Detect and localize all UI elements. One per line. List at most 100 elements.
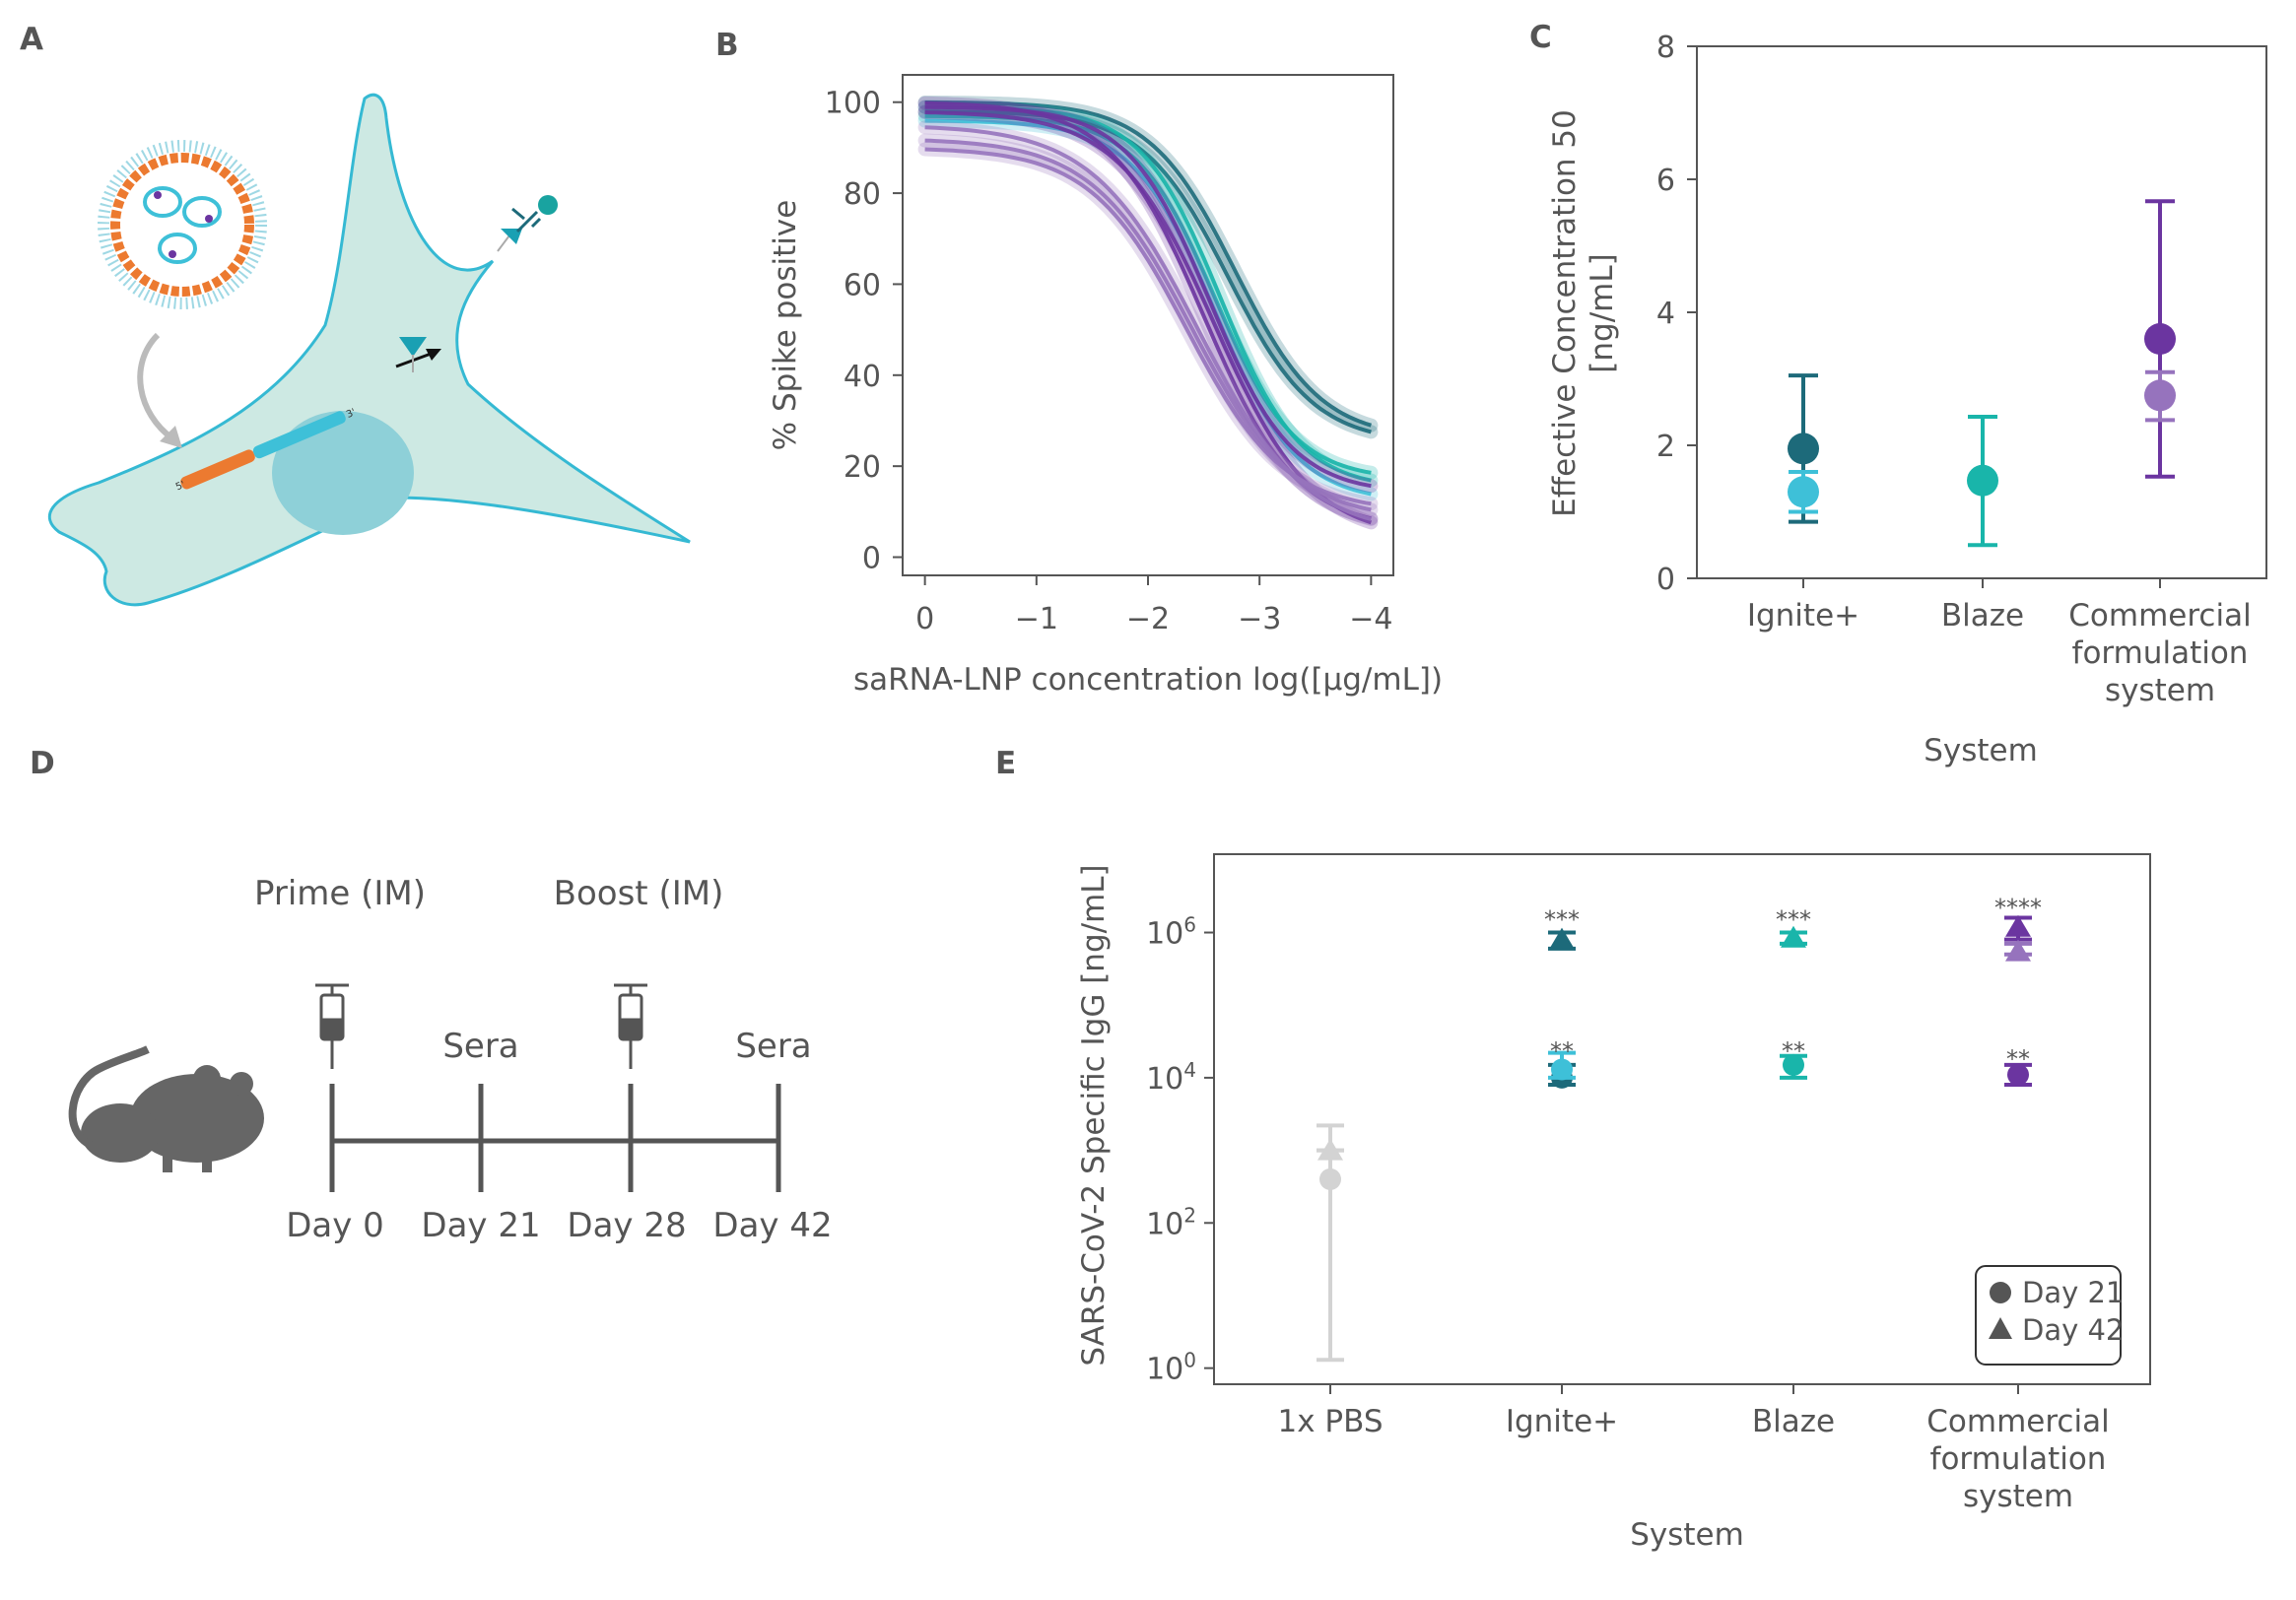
cell-illustration: 5' 3': [47, 93, 691, 607]
chart-b: 0 −1 −2 −3 −4 0 20 40 60 80 100 saRNA-LNP concentr…: [768, 74, 1443, 698]
chart-b-y-tick-label: 0: [862, 542, 881, 576]
chart-b-y-tick-label: 60: [844, 268, 881, 302]
chart-e-y-tick-label: 100: [1146, 1349, 1196, 1387]
chart-b-curve: [924, 109, 1372, 434]
chart-b-x-tick-label: 0: [915, 602, 934, 636]
chart-e-point-day21: [1551, 1058, 1573, 1081]
chart-c-x-label: System: [1924, 733, 2038, 768]
chart-e-x-label: System: [1630, 1517, 1744, 1553]
chart-b-x-tick-label: −4: [1349, 602, 1392, 636]
chart-e-y-tick-label: 104: [1146, 1058, 1196, 1097]
svg-text:5': 5': [174, 480, 187, 494]
chart-c-y-tick-label: 4: [1656, 297, 1675, 331]
chart-e-category-label: system: [1963, 1479, 2073, 1514]
chart-c-points: [1788, 199, 2176, 548]
chart-e-points: [1317, 914, 2032, 1363]
chart-c-point: [1788, 433, 1819, 465]
chart-e-point-day42: [1549, 927, 1575, 950]
chart-e-y-label: SARS-CoV-2 Specific IgG [ng/mL]: [1076, 864, 1112, 1366]
chart-e-legend: Day 21 Day 42: [1975, 1265, 2124, 1366]
chart-e-significance-label: **: [1550, 1037, 1574, 1065]
chart-e-category-label: Blaze: [1752, 1404, 1835, 1439]
antibody-icon: [497, 195, 558, 252]
panel-letter-a: A: [20, 22, 43, 57]
chart-c: 0 2 4 6 8 Ignite+ Blaze Commercialformulationsy…: [1547, 31, 2267, 768]
chart-b-curve: [924, 125, 1372, 521]
boost-label: Boost (IM): [554, 874, 724, 913]
chart-e-point-day42: [2005, 939, 2031, 962]
syringe-icon: [315, 983, 349, 1069]
chart-e-category-label: formulation: [1930, 1441, 2107, 1477]
chart-c-point: [2144, 379, 2176, 412]
chart-e-point-day42: [1781, 925, 1806, 948]
chart-b-y-label: % Spike positive: [768, 200, 803, 451]
spike-protein-icon: [399, 337, 427, 357]
legend-circle-marker: [1990, 1282, 2011, 1303]
uptake-arrowhead: [160, 426, 182, 448]
chart-b-curves: [917, 96, 1379, 530]
chart-b-axes: 0 −1 −2 −3 −4 0 20 40 60 80 100: [825, 87, 1393, 636]
legend-label-day21: Day 21: [2022, 1276, 2124, 1309]
legend-label-day42: Day 42: [2022, 1313, 2124, 1347]
chart-b-y-tick-label: 20: [844, 450, 881, 485]
legend-triangle-marker: [1989, 1317, 2012, 1339]
mouse-icon: [68, 1045, 264, 1172]
chart-b-curve: [924, 118, 1372, 497]
chart-c-y-label-line2: [ng/mL]: [1585, 253, 1620, 372]
chart-e-point-day42: [1317, 1138, 1343, 1161]
timeline: Prime (IM) Boost (IM) Sera Sera Day 0 Da…: [68, 874, 833, 1245]
chart-c-category-label: system: [2105, 673, 2215, 708]
chart-e-point-day21: [1783, 1053, 1804, 1076]
day-label: Day 21: [421, 1206, 540, 1245]
chart-e-point-day21: [2007, 1063, 2029, 1086]
sera-label-day21: Sera: [442, 1027, 518, 1066]
chart-b-x-tick-label: −1: [1015, 602, 1058, 636]
chart-b-curve: [924, 100, 1373, 428]
chart-c-y-tick-label: 0: [1656, 563, 1675, 597]
chart-c-axes: 0 2 4 6 8 Ignite+ Blaze Commercialformulationsy…: [1656, 31, 2252, 708]
sera-label-day42: Sera: [735, 1027, 811, 1066]
chart-e-point-day42: [2005, 914, 2031, 937]
chart-c-category-label: Blaze: [1941, 598, 2024, 633]
chart-e-y-tick-label: 106: [1146, 913, 1196, 952]
chart-b-x-tick-label: −2: [1126, 602, 1170, 636]
chart-e-significance-label: **: [1782, 1037, 1805, 1065]
chart-e-axes: 100 102 104 106 1x PBS Ignite+ Blaze Commercial…: [1146, 913, 2110, 1514]
chart-e-category-label: Ignite+: [1506, 1404, 1618, 1439]
chart-c-y-tick-label: 2: [1656, 430, 1675, 464]
chart-c-point: [1967, 464, 1998, 497]
chart-b-y-tick-label: 100: [825, 87, 881, 121]
chart-b-y-tick-label: 40: [844, 360, 881, 394]
chart-e-category-label: 1x PBS: [1277, 1404, 1383, 1439]
panel-letter-e: E: [995, 746, 1016, 781]
chart-b-y-tick-label: 80: [844, 177, 881, 212]
legend-box: [1975, 1265, 2122, 1366]
panel-letter-b: B: [715, 28, 739, 63]
prime-label: Prime (IM): [254, 874, 426, 913]
saRNA-strand: 5' 3': [174, 407, 358, 494]
chart-b-x-tick-label: −3: [1238, 602, 1281, 636]
chart-e-significance-label: ****: [1994, 894, 2042, 921]
uptake-arrow: [137, 332, 174, 441]
panel-letter-c: C: [1529, 20, 1552, 55]
lipid-nanoparticle-icon: [98, 140, 267, 309]
chart-b-curve: [924, 110, 1373, 525]
chart-c-y-tick-label: 8: [1656, 31, 1675, 65]
chart-e-significance-label: ***: [1544, 906, 1580, 934]
day-label: Day 28: [567, 1206, 686, 1245]
chart-c-point: [2144, 323, 2176, 355]
translation-arrowhead: [426, 349, 441, 361]
chart-c-y-label: Effective Concentration 50 [ng/mL]: [1547, 109, 1620, 517]
chart-b-x-label: saRNA-LNP concentration log([μg/mL]): [853, 662, 1443, 698]
chart-c-y-label-line1: Effective Concentration 50: [1547, 109, 1583, 517]
chart-c-point: [1788, 476, 1819, 508]
day-label: Day 42: [712, 1206, 832, 1245]
day-label: Day 0: [286, 1206, 384, 1245]
chart-e-y-tick-label: 102: [1146, 1203, 1196, 1241]
chart-e-significance: *** *** ****** ** **: [1544, 894, 2042, 1073]
nucleus: [272, 411, 414, 535]
chart-e-significance-label: ***: [1776, 906, 1811, 934]
chart-c-category-label: formulation: [2072, 635, 2249, 671]
panel-letter-d: D: [30, 746, 55, 781]
